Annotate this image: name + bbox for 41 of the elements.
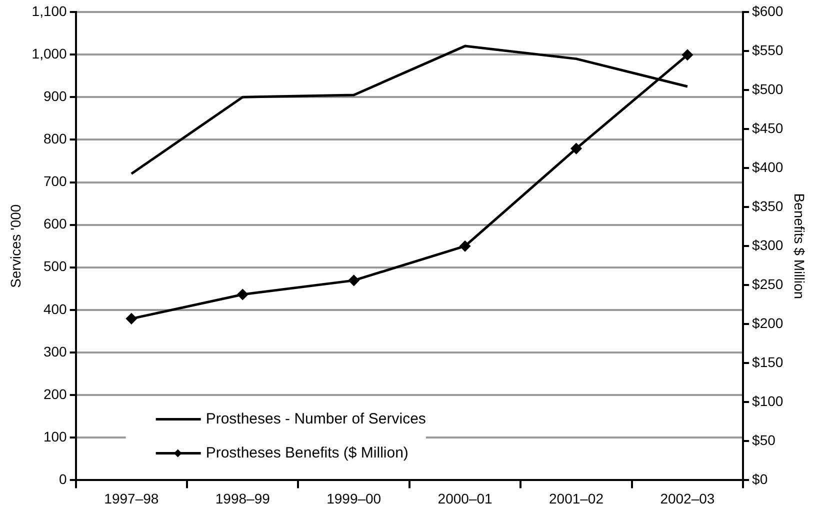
y-tick-label: 200 xyxy=(43,386,68,402)
legend-label: Prostheses Benefits ($ Million) xyxy=(206,444,408,462)
y2-tick-label: $450 xyxy=(752,120,784,136)
y-tick-label: 1,000 xyxy=(32,45,68,62)
y2-tick-label: $150 xyxy=(752,354,784,370)
y2-axis-title: Benefits $ Million xyxy=(792,193,808,300)
y-tick-label: 400 xyxy=(43,300,68,317)
x-tick-label: 2000–01 xyxy=(438,490,493,506)
x-tick-label: 1999–00 xyxy=(326,490,382,506)
y2-tick-label: $300 xyxy=(752,236,784,253)
y-tick-label: 300 xyxy=(43,343,68,360)
y-axis-title: Services '000 xyxy=(7,204,24,288)
x-tick-label: 2001–02 xyxy=(548,490,604,506)
x-tick-label: 1998–99 xyxy=(215,490,270,506)
point xyxy=(460,240,470,252)
y2-tick-label: $50 xyxy=(752,432,776,448)
y2-tick-label: $250 xyxy=(752,276,784,292)
y-tick-label: 900 xyxy=(43,88,68,104)
y2-tick-label: $600 xyxy=(752,2,784,19)
point xyxy=(237,289,248,300)
point xyxy=(126,313,137,324)
point xyxy=(571,143,582,154)
legend-label: Prostheses - Number of Services xyxy=(206,410,426,428)
y2-tick-label: $550 xyxy=(752,42,784,58)
y-tick-label: 0 xyxy=(59,471,68,488)
point xyxy=(348,275,360,286)
y-tick-label: 700 xyxy=(43,173,68,190)
y-tick-label: 800 xyxy=(43,130,68,147)
y2-tick-label: $200 xyxy=(752,314,784,331)
x-tick-label: 1997–98 xyxy=(104,490,159,506)
y2-tick-label: $100 xyxy=(752,393,784,410)
y2-tick-label: $350 xyxy=(752,198,784,214)
y-tick-label: 500 xyxy=(43,258,68,274)
y2-tick-label: $500 xyxy=(752,80,784,97)
point xyxy=(682,50,693,60)
y2-tick-label: $0 xyxy=(752,471,768,488)
y-tick-label: 100 xyxy=(43,428,68,444)
y-tick-label: 600 xyxy=(43,216,68,232)
y-tick-label: 1,100 xyxy=(32,2,68,19)
y2-tick-label: $400 xyxy=(752,158,784,175)
x-tick-label: 2002–03 xyxy=(660,490,715,506)
